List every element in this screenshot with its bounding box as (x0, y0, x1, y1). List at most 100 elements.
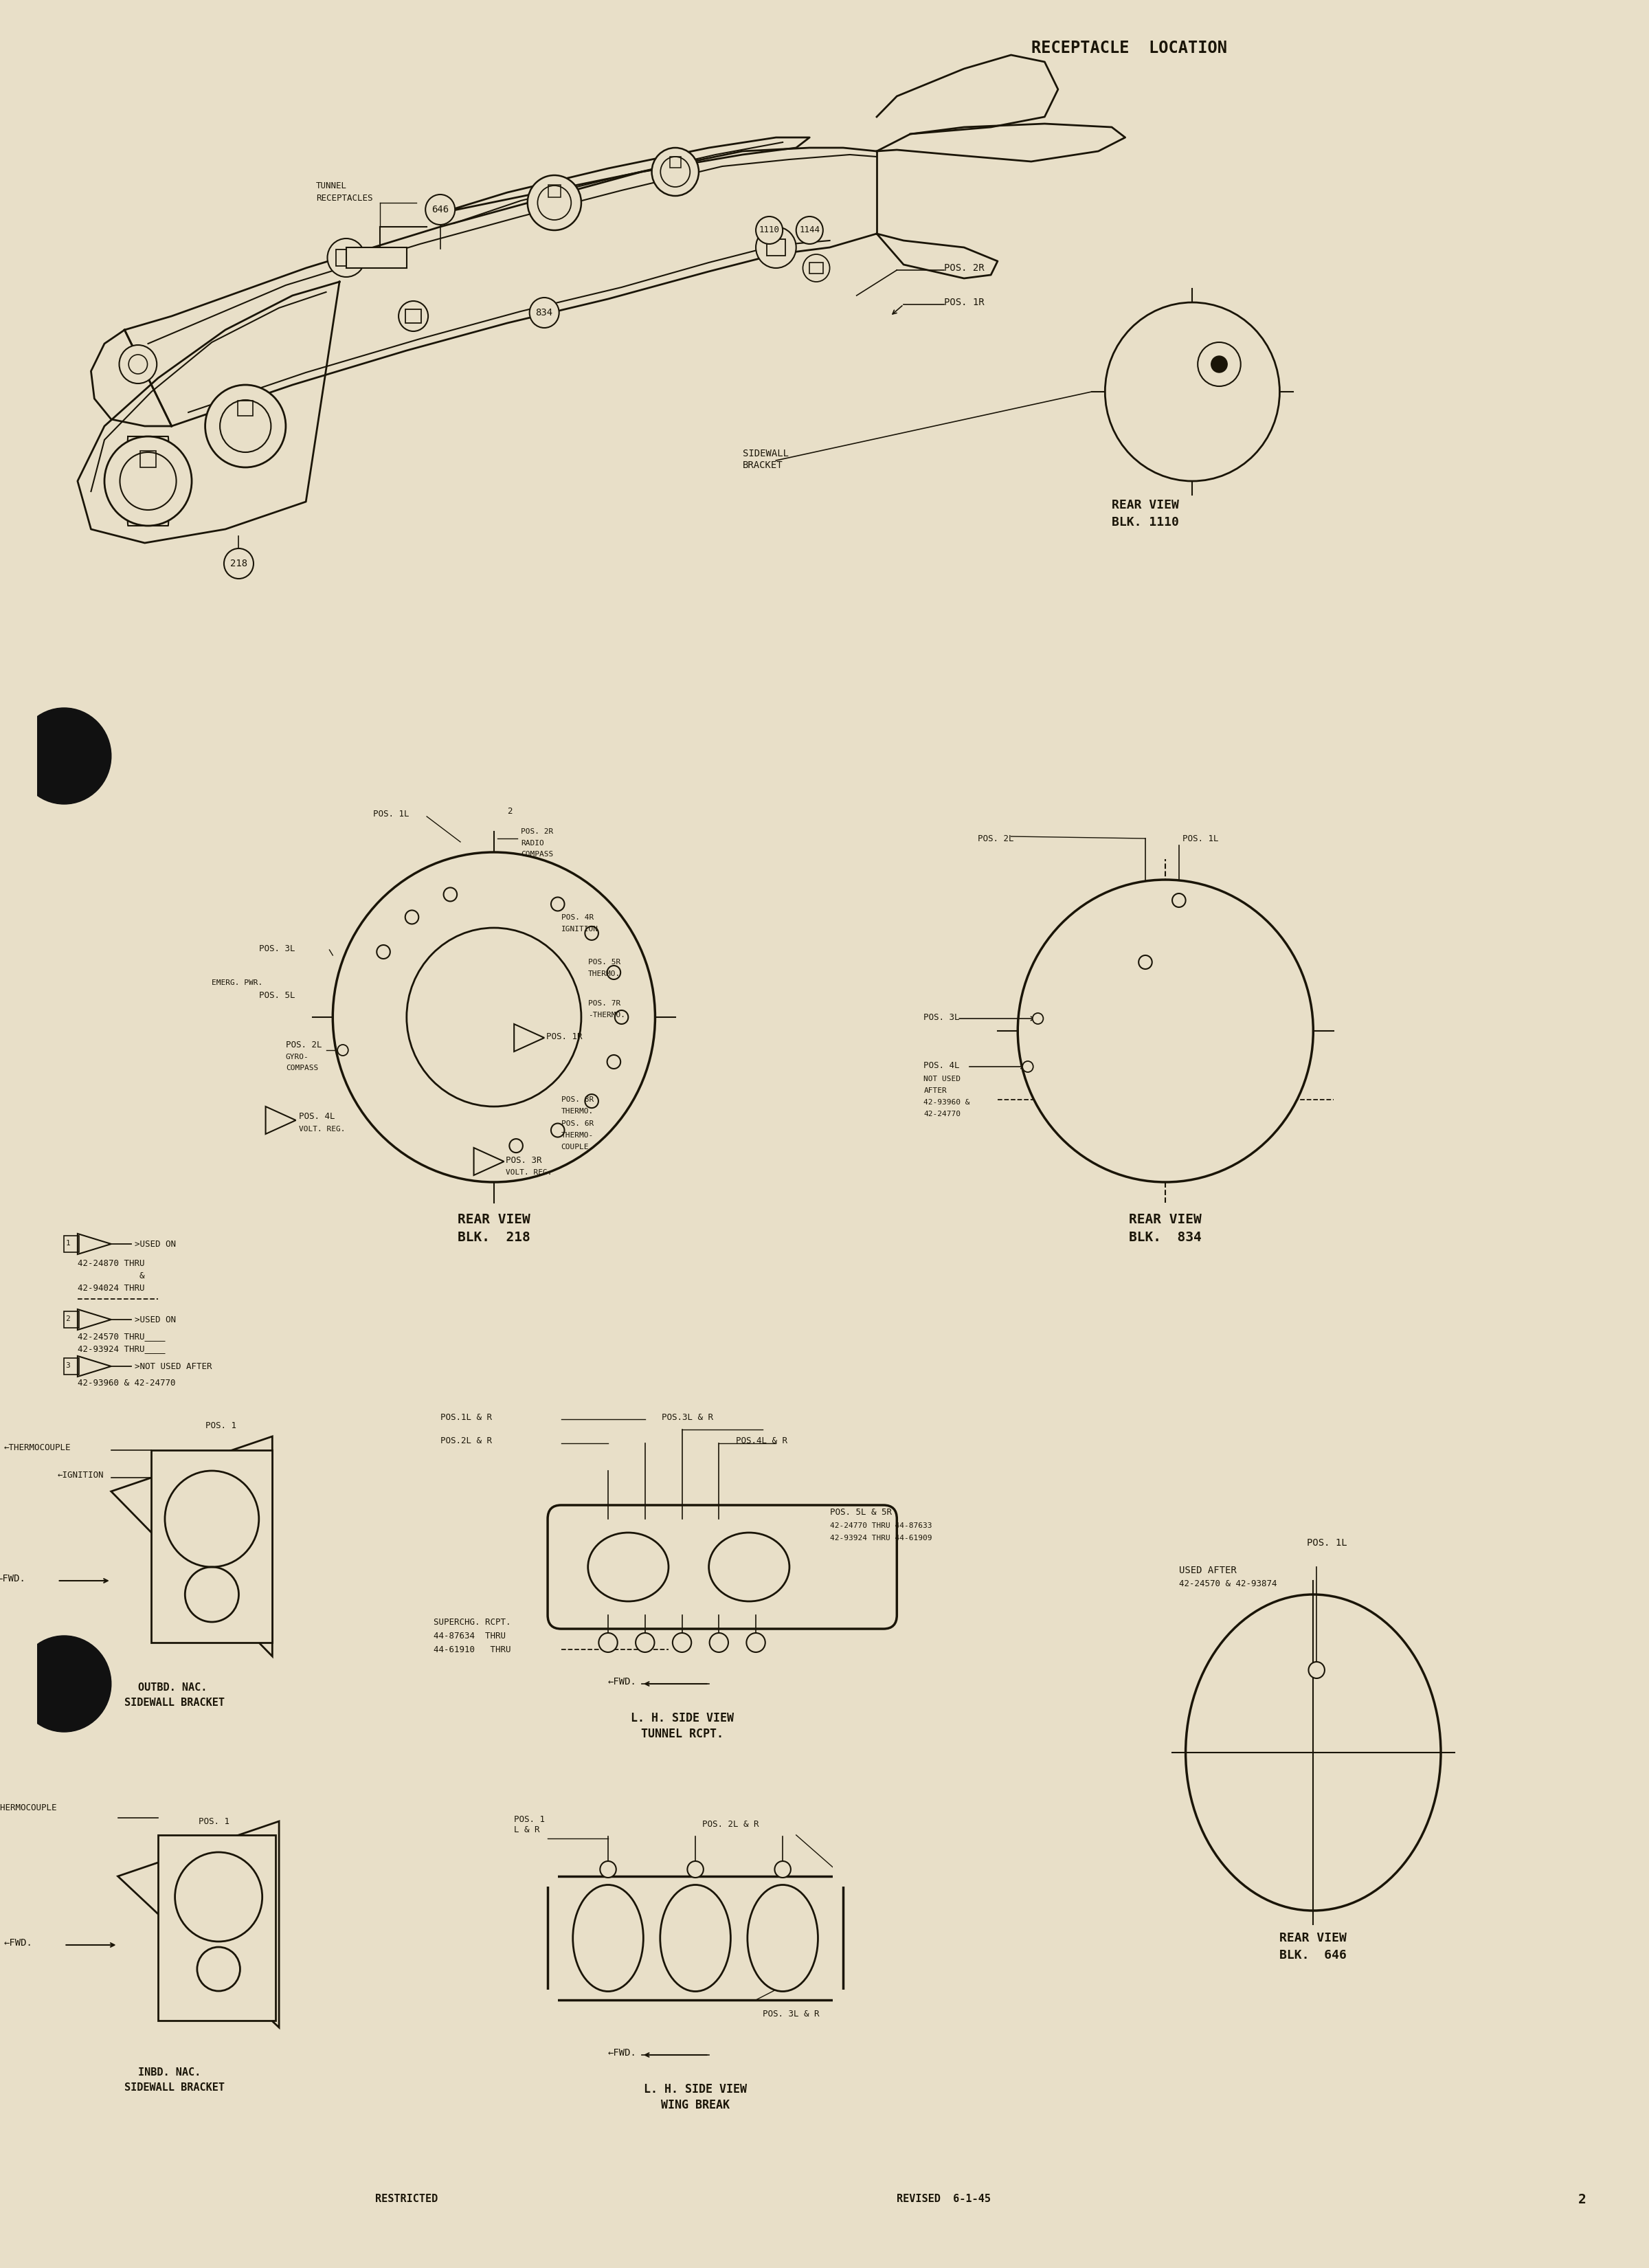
Circle shape (755, 215, 783, 245)
Text: POS. 3L: POS. 3L (259, 943, 295, 953)
Text: POS. 2R: POS. 2R (521, 828, 554, 835)
FancyBboxPatch shape (810, 263, 823, 274)
Text: ←FWD.: ←FWD. (3, 1939, 33, 1948)
Text: THERMO-: THERMO- (561, 1132, 594, 1139)
FancyBboxPatch shape (833, 1989, 853, 2009)
Text: 42-24770 THRU 44-87633: 42-24770 THRU 44-87633 (829, 1522, 932, 1529)
Text: AFTER: AFTER (923, 1086, 947, 1093)
Text: POS.1L & R: POS.1L & R (440, 1413, 491, 1422)
Circle shape (775, 1862, 792, 1878)
Polygon shape (117, 1821, 279, 2028)
FancyBboxPatch shape (547, 1506, 897, 1628)
Circle shape (747, 1633, 765, 1651)
Text: 1144: 1144 (800, 227, 820, 234)
Text: POS. 2L: POS. 2L (285, 1041, 322, 1050)
Ellipse shape (747, 1885, 818, 1991)
Text: RADIO: RADIO (521, 839, 544, 846)
Text: 44-61910   THRU: 44-61910 THRU (434, 1644, 511, 1653)
Text: L. H. SIDE VIEW: L. H. SIDE VIEW (643, 2082, 747, 2096)
Circle shape (551, 898, 564, 912)
Text: BLK.  646: BLK. 646 (1280, 1948, 1347, 1962)
FancyBboxPatch shape (406, 308, 422, 322)
FancyBboxPatch shape (767, 238, 785, 256)
Text: 2: 2 (66, 1315, 71, 1322)
Circle shape (529, 297, 559, 329)
Text: SUPERCHG. RCPT.: SUPERCHG. RCPT. (434, 1617, 511, 1626)
Text: >NOT USED AFTER: >NOT USED AFTER (135, 1361, 213, 1370)
Text: POS.2L & R: POS.2L & R (440, 1436, 491, 1445)
Text: >USED ON: >USED ON (135, 1315, 176, 1325)
Text: ←THERMOCOUPLE: ←THERMOCOUPLE (0, 1803, 58, 1812)
Text: -THERMO.: -THERMO. (589, 1012, 625, 1018)
Circle shape (119, 345, 157, 383)
Circle shape (510, 1139, 523, 1152)
Circle shape (803, 254, 829, 281)
Circle shape (599, 1633, 617, 1651)
Text: REVISED  6-1-45: REVISED 6-1-45 (897, 2193, 991, 2204)
Circle shape (796, 215, 823, 245)
Text: 42-93924 THRU 44-61909: 42-93924 THRU 44-61909 (829, 1535, 932, 1542)
Circle shape (406, 909, 419, 923)
Circle shape (1210, 356, 1227, 372)
Text: 646: 646 (432, 204, 449, 215)
Circle shape (1309, 1662, 1324, 1678)
Circle shape (16, 708, 110, 805)
Text: ←FWD.: ←FWD. (608, 1676, 637, 1687)
Text: GYRO-: GYRO- (285, 1055, 308, 1061)
Text: POS. 3L: POS. 3L (923, 1014, 960, 1021)
Text: 42-93924 THRU____: 42-93924 THRU____ (78, 1345, 165, 1354)
Text: COMPASS: COMPASS (521, 850, 554, 857)
Circle shape (600, 1862, 617, 1878)
Text: VOLT. REG.: VOLT. REG. (298, 1125, 346, 1132)
Text: 42-94024 THRU: 42-94024 THRU (78, 1284, 145, 1293)
Text: RESTRICTED: RESTRICTED (376, 2193, 439, 2204)
Text: IGNITION: IGNITION (561, 925, 599, 932)
FancyBboxPatch shape (547, 1876, 843, 2000)
Text: 218: 218 (231, 558, 247, 569)
Text: BLK.  834: BLK. 834 (1130, 1232, 1202, 1243)
Circle shape (1197, 342, 1240, 386)
Text: REAR VIEW: REAR VIEW (1130, 1213, 1202, 1227)
Text: POS. 1R: POS. 1R (943, 297, 984, 306)
Text: 42-24770: 42-24770 (923, 1111, 961, 1118)
FancyBboxPatch shape (538, 1867, 557, 1887)
Circle shape (407, 928, 580, 1107)
Text: &: & (78, 1270, 145, 1279)
Text: L. H. SIDE VIEW: L. H. SIDE VIEW (630, 1712, 734, 1724)
Text: REAR VIEW: REAR VIEW (1280, 1932, 1347, 1944)
Circle shape (635, 1633, 655, 1651)
Text: 42-24570 THRU____: 42-24570 THRU____ (78, 1331, 165, 1340)
Text: POS. 2L: POS. 2L (978, 835, 1014, 844)
Circle shape (333, 853, 655, 1182)
Text: POS. 1: POS. 1 (198, 1817, 229, 1826)
Text: TUNNEL: TUNNEL (317, 181, 346, 191)
FancyBboxPatch shape (538, 1989, 557, 2009)
Circle shape (551, 1123, 564, 1136)
Text: ←FWD.: ←FWD. (0, 1574, 26, 1583)
Circle shape (1105, 302, 1280, 481)
Circle shape (204, 386, 285, 467)
Text: VOLT. REG.: VOLT. REG. (506, 1168, 552, 1175)
Text: OUTBD. NAC.: OUTBD. NAC. (139, 1683, 208, 1692)
Circle shape (755, 227, 796, 268)
Text: WING BREAK: WING BREAK (661, 2098, 731, 2112)
Circle shape (607, 966, 620, 980)
Circle shape (607, 1055, 620, 1068)
Text: POS. 5R: POS. 5R (589, 959, 620, 966)
Text: 1: 1 (66, 1241, 71, 1247)
Circle shape (1032, 1014, 1044, 1025)
Text: COUPLE: COUPLE (561, 1143, 589, 1150)
Text: ←IGNITION: ←IGNITION (58, 1472, 104, 1481)
Text: ←FWD.: ←FWD. (608, 2048, 637, 2057)
Circle shape (651, 147, 699, 195)
Text: TUNNEL RCPT.: TUNNEL RCPT. (641, 1728, 724, 1740)
Circle shape (16, 1635, 110, 1733)
Text: POS. 3R: POS. 3R (506, 1157, 543, 1163)
Ellipse shape (572, 1885, 643, 1991)
Circle shape (1138, 955, 1153, 968)
FancyBboxPatch shape (158, 1835, 275, 2021)
Circle shape (376, 946, 391, 959)
Text: POS. 2L & R: POS. 2L & R (702, 1821, 759, 1830)
Text: 1110: 1110 (759, 227, 780, 234)
Circle shape (338, 1046, 348, 1055)
